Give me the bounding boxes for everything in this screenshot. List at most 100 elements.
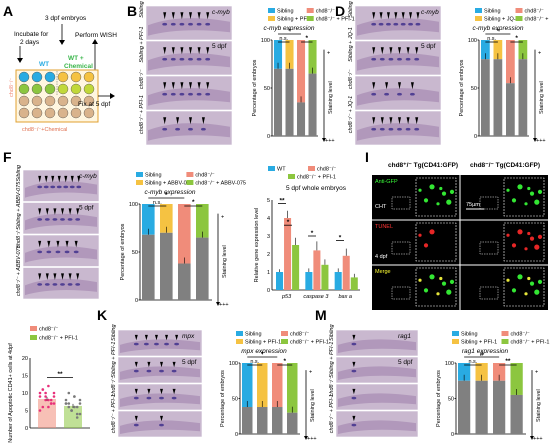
ish-stain bbox=[400, 22, 406, 26]
data-point bbox=[70, 409, 73, 412]
i-cell bbox=[506, 278, 510, 282]
i-cell bbox=[534, 244, 540, 250]
a-well bbox=[18, 83, 30, 95]
ish-stain bbox=[351, 396, 357, 400]
bar-low-segment bbox=[242, 407, 253, 434]
bar-low-segment bbox=[493, 59, 503, 137]
panel-l-chart: Sibling chd8⁻/⁻ Sibling + PFI-1 chd8⁻/⁻ + P… bbox=[220, 331, 329, 442]
i-cell bbox=[506, 233, 510, 237]
ish-stain bbox=[60, 283, 65, 286]
bar-high-segment bbox=[242, 363, 253, 408]
bar-high-segment bbox=[518, 40, 528, 60]
y-tick-label: 0 bbox=[474, 134, 477, 140]
a-chem-label-2: Chemical bbox=[64, 63, 93, 70]
ish-stain bbox=[143, 342, 149, 346]
bar bbox=[305, 272, 313, 290]
legend-label: Sibling + PFI-1 bbox=[461, 340, 497, 346]
a-well bbox=[57, 107, 69, 119]
ish-row-label: Sibling bbox=[111, 324, 117, 341]
ish-stain bbox=[146, 396, 152, 400]
bar-low-segment bbox=[160, 232, 173, 300]
panel-letter-d: D bbox=[335, 3, 345, 19]
legend-swatch bbox=[515, 16, 523, 21]
y-tick-label: 0 bbox=[135, 298, 138, 304]
i-cells bbox=[391, 177, 545, 307]
i-cell bbox=[524, 292, 528, 296]
y-tick-label: 4 bbox=[267, 216, 270, 222]
a-well bbox=[57, 71, 69, 83]
ish-stain bbox=[196, 57, 202, 61]
ish-stain bbox=[67, 218, 73, 221]
bar-high-segment bbox=[274, 40, 283, 69]
ish-arrowhead bbox=[56, 240, 60, 248]
i-cell bbox=[446, 199, 452, 205]
sig-label: * bbox=[287, 219, 290, 226]
a-well bbox=[83, 83, 95, 95]
i-cell bbox=[418, 278, 422, 282]
sig-label: # bbox=[480, 351, 484, 358]
data-point bbox=[73, 395, 76, 398]
a-well bbox=[44, 95, 56, 107]
legend-label: Sibling bbox=[277, 9, 294, 15]
ish-embryo bbox=[338, 420, 416, 434]
ish-stain bbox=[73, 250, 79, 254]
ish-row-label: Sibling bbox=[139, 0, 145, 17]
ish-stage-label: 5 dpf bbox=[79, 205, 94, 212]
i-cell bbox=[511, 288, 517, 293]
y-tick-label: 100 bbox=[129, 202, 138, 208]
bar-low-segment bbox=[510, 394, 523, 434]
staining-arrow-head bbox=[322, 138, 326, 142]
staining-arrow-head bbox=[304, 436, 308, 440]
ish-stain bbox=[162, 57, 168, 61]
ish-stain bbox=[205, 57, 211, 61]
ish-stain bbox=[69, 185, 75, 189]
data-point bbox=[52, 391, 56, 395]
data-point bbox=[67, 402, 71, 405]
ish-embryo bbox=[338, 366, 416, 380]
i-cell bbox=[529, 191, 535, 196]
ish-arrowhead bbox=[206, 12, 210, 20]
y-tick-label: 0 bbox=[25, 426, 28, 432]
ish-embryo bbox=[357, 18, 439, 36]
sig-label: n.s. bbox=[153, 200, 162, 206]
i-cell bbox=[418, 188, 422, 192]
bar-low-segment bbox=[274, 68, 283, 136]
ish-arrowhead bbox=[160, 361, 163, 368]
ish-row-label: Sibling bbox=[16, 164, 22, 181]
legend-label: chd8⁻/⁻ bbox=[525, 9, 544, 15]
ish-row-label: chd8⁻/⁻ + PFI-1 bbox=[329, 394, 335, 433]
panel-letter-k: K bbox=[97, 307, 107, 323]
y-axis-label: Percentage of embryos bbox=[436, 370, 442, 427]
ish-stain bbox=[397, 92, 402, 96]
ish-gene-label: c-myb bbox=[421, 9, 439, 16]
i-inset-box bbox=[503, 222, 545, 262]
ish-stain bbox=[379, 127, 385, 131]
sig-label: * bbox=[165, 192, 168, 199]
ish-stain bbox=[159, 396, 164, 400]
bar-low-segment bbox=[178, 263, 191, 300]
staining-level-label: Staining level bbox=[222, 245, 228, 278]
bar-low-segment bbox=[285, 68, 294, 136]
ish-row-label: chd8⁻/⁻ + PFI-1 bbox=[111, 394, 117, 433]
ish-row-label: Sibling + PFI-1 bbox=[329, 342, 335, 378]
ish-arrowhead bbox=[379, 12, 383, 20]
legend-label: chd8⁻/⁻ bbox=[39, 327, 58, 333]
chart-title: 5 dpf whole embryos bbox=[286, 185, 347, 192]
ish-embryo bbox=[120, 366, 200, 380]
ish-arrowhead bbox=[180, 12, 184, 20]
legend-label: Sibling bbox=[484, 9, 501, 15]
i-row-tunel: TUNEL bbox=[375, 224, 393, 230]
ish-stain bbox=[164, 342, 169, 346]
ish-arrowhead bbox=[171, 12, 175, 20]
ish-arrowhead bbox=[74, 240, 78, 248]
ish-stain bbox=[351, 342, 357, 346]
ish-arrowhead bbox=[197, 12, 201, 20]
i-inset-box bbox=[503, 267, 545, 307]
ish-stain bbox=[146, 369, 152, 373]
bar-low-segment bbox=[308, 73, 317, 136]
ish-stage-label: 5 dpf bbox=[212, 43, 227, 50]
i-cell bbox=[527, 186, 531, 191]
ish-stain bbox=[371, 22, 377, 26]
bar-low-segment bbox=[493, 380, 506, 434]
